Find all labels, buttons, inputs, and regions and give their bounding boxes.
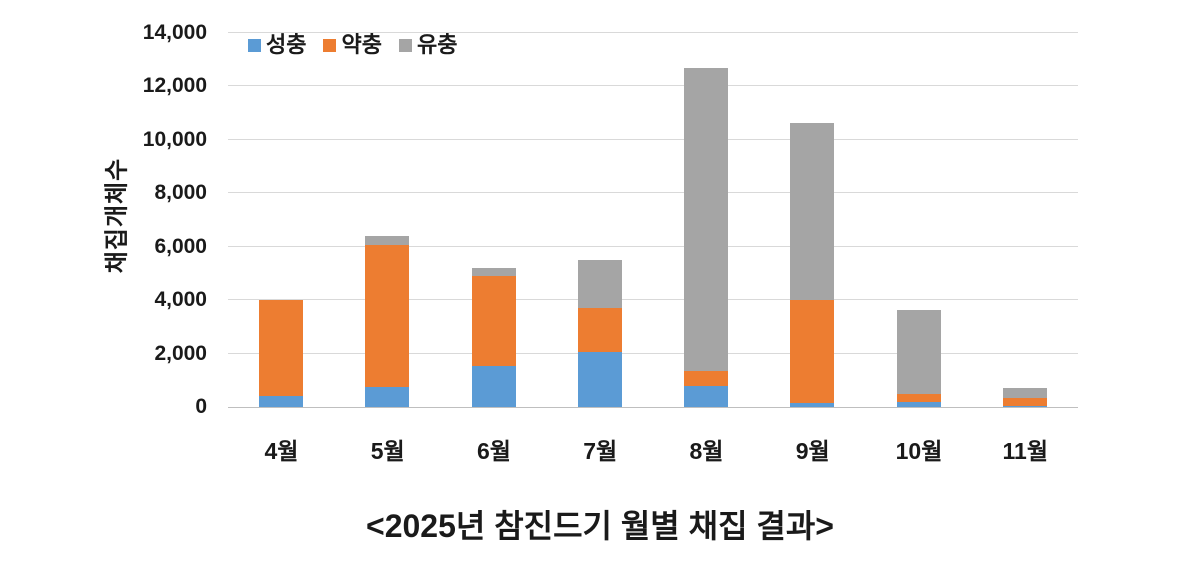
bar-segment-성충-6월: [471, 365, 516, 407]
y-tick-label: 8,000: [154, 181, 207, 205]
bar-segment-약충-9월: [790, 300, 835, 403]
legend-label: 유충: [416, 32, 458, 57]
bar-segment-약충-11월: [1002, 397, 1047, 406]
bar-segment-약충-6월: [471, 276, 516, 366]
gridline: [228, 192, 1078, 194]
gridline: [228, 138, 1078, 140]
x-tick-label-7월: 7월: [583, 438, 618, 464]
gridline: [228, 85, 1078, 87]
legend-label: 성충: [266, 32, 307, 57]
gridline: [228, 352, 1078, 354]
bar-segment-성충-8월: [684, 385, 729, 407]
bar-segment-유충-9월: [790, 122, 835, 301]
x-tick-label-6월: 6월: [477, 438, 511, 464]
legend-label: 약충: [341, 32, 382, 57]
y-tick-label: 12,000: [142, 74, 207, 98]
legend-swatch-icon: [398, 38, 412, 52]
bar-segment-성충-11월: [1002, 405, 1047, 407]
gridline: [228, 299, 1078, 301]
legend-item-성충: 성충: [248, 33, 306, 57]
x-tick-label-10월: 10월: [895, 438, 943, 464]
y-tick-label: 14,000: [142, 21, 207, 44]
bar-segment-유충-7월: [577, 260, 622, 309]
bar-segment-성충-7월: [577, 352, 622, 407]
y-tick-label: 0: [195, 395, 207, 418]
legend-swatch-icon: [323, 38, 337, 52]
bar-segment-약충-7월: [577, 308, 622, 353]
x-tick-label-9월: 9월: [795, 438, 830, 464]
bar-segment-성충-4월: [259, 396, 304, 407]
y-tick-label: 10,000: [142, 127, 207, 151]
bar-segment-약충-8월: [684, 370, 729, 386]
x-tick-label-5월: 5월: [370, 438, 405, 464]
bar-segment-성충-9월: [790, 403, 835, 407]
bar-segment-약충-4월: [259, 300, 304, 397]
y-tick-label: 6,000: [154, 234, 207, 258]
legend-item-약충: 약충: [323, 32, 382, 57]
x-tick-label-4월: 4월: [264, 438, 299, 464]
gridline: [228, 245, 1078, 247]
x-axis-line: [228, 407, 1078, 408]
bar-segment-유충-8월: [684, 67, 729, 371]
x-tick-label-8월: 8월: [689, 438, 724, 464]
bar-segment-약충-10월: [896, 393, 941, 402]
bar-segment-성충-10월: [896, 401, 941, 407]
bar-segment-유충-11월: [1002, 388, 1047, 398]
bar-segment-약충-5월: [365, 245, 410, 387]
legend-item-유충: 유충: [398, 32, 458, 57]
chart-title: <2025년 참진드기 월별 채집 결과>: [366, 508, 834, 544]
bar-segment-유충-10월: [896, 309, 941, 394]
bar-segment-유충-5월: [365, 236, 410, 246]
y-tick-label: 4,000: [154, 288, 207, 312]
bar-segment-유충-6월: [471, 268, 516, 277]
legend-swatch-icon: [248, 38, 261, 52]
gridline: [228, 32, 1078, 33]
legend: 성충 약충 유충: [248, 33, 474, 57]
x-tick-label-11월: 11월: [1002, 438, 1048, 464]
plot-area: [228, 32, 1078, 408]
y-tick-label: 2,000: [154, 341, 207, 365]
y-axis-title: 채집개체수: [103, 157, 131, 274]
bar-segment-성충-5월: [365, 386, 410, 407]
